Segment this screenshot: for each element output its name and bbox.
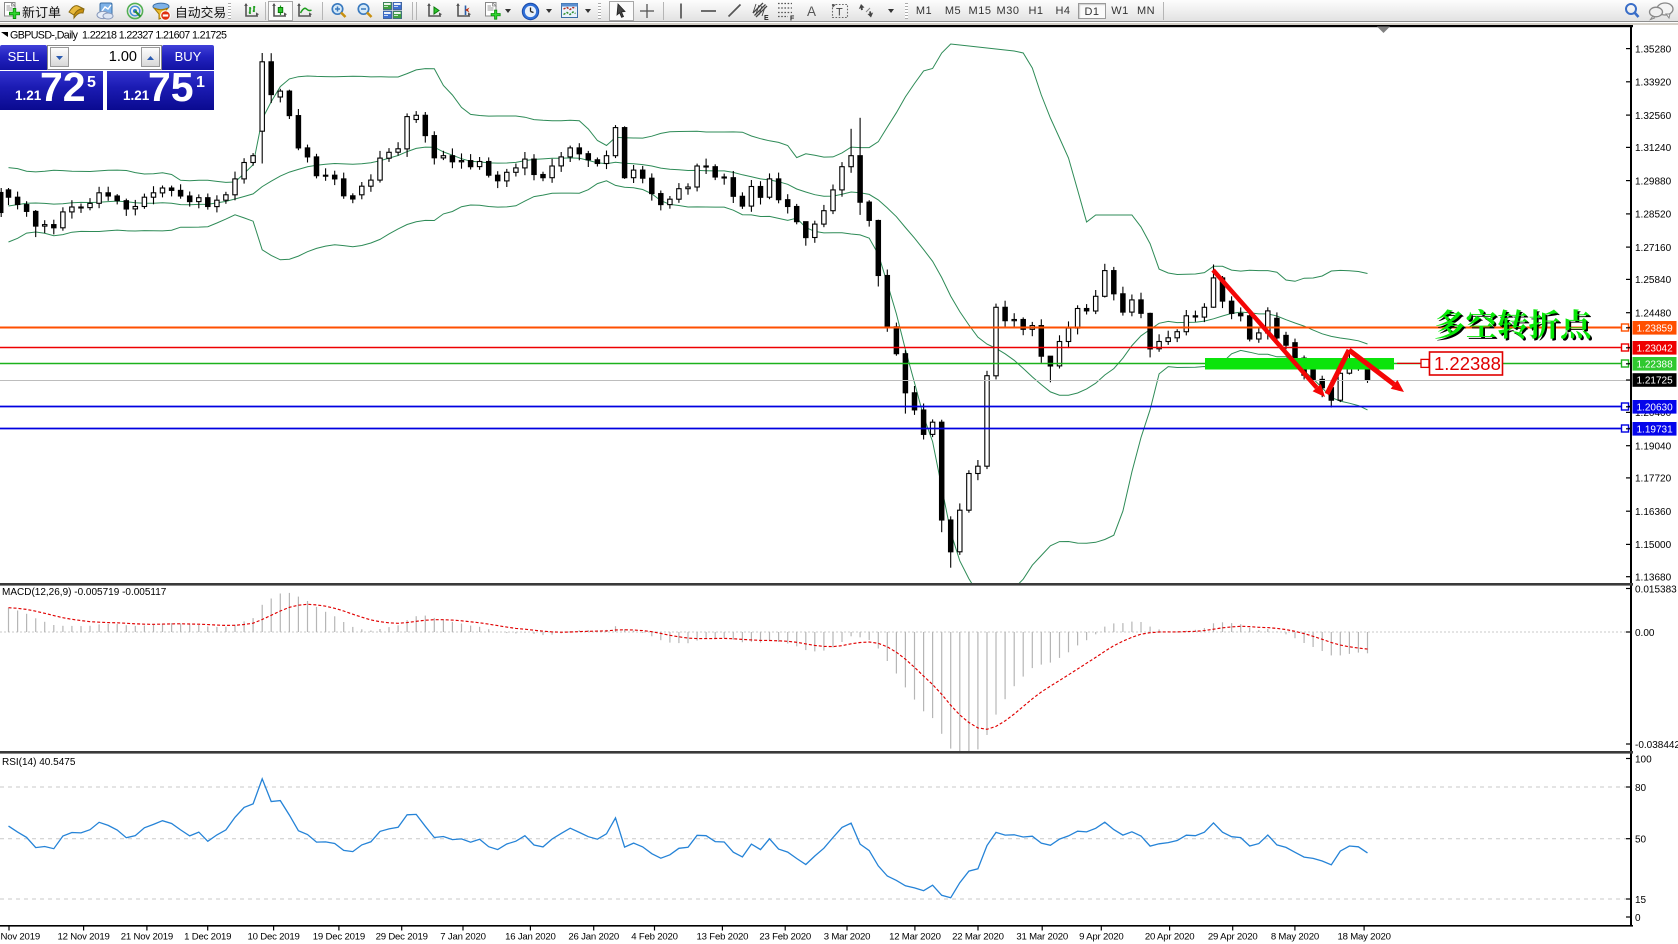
svg-text:1.23859: 1.23859 xyxy=(1637,323,1674,334)
svg-text:100: 100 xyxy=(1635,754,1652,765)
svg-text:4 Feb 2020: 4 Feb 2020 xyxy=(631,932,678,943)
svg-text:1.23042: 1.23042 xyxy=(1637,343,1674,354)
svg-text:-0.038442: -0.038442 xyxy=(1635,740,1678,751)
svg-text:31 Mar 2020: 31 Mar 2020 xyxy=(1016,932,1068,943)
svg-text:1.22388: 1.22388 xyxy=(1434,353,1501,374)
svg-text:1.19040: 1.19040 xyxy=(1635,442,1672,453)
svg-text:20 Apr 2020: 20 Apr 2020 xyxy=(1145,932,1195,943)
svg-text:1.31240: 1.31240 xyxy=(1635,143,1672,154)
svg-text:3 Mar 2020: 3 Mar 2020 xyxy=(824,932,871,943)
svg-text:50: 50 xyxy=(1635,835,1647,846)
svg-text:0.015383: 0.015383 xyxy=(1635,584,1677,595)
svg-text:12 Mar 2020: 12 Mar 2020 xyxy=(889,932,941,943)
svg-text:1.25840: 1.25840 xyxy=(1635,275,1672,286)
svg-text:1.32560: 1.32560 xyxy=(1635,111,1672,122)
svg-text:13 Feb 2020: 13 Feb 2020 xyxy=(697,932,749,943)
svg-text:1.29880: 1.29880 xyxy=(1635,176,1672,187)
svg-text:7 Jan 2020: 7 Jan 2020 xyxy=(440,932,485,943)
svg-text:1.33920: 1.33920 xyxy=(1635,78,1672,89)
svg-text:1 Dec 2019: 1 Dec 2019 xyxy=(184,932,231,943)
svg-text:T: T xyxy=(836,7,843,19)
svg-text:8 May 2020: 8 May 2020 xyxy=(1271,932,1319,943)
svg-text:22 Mar 2020: 22 Mar 2020 xyxy=(952,932,1004,943)
svg-text:1.27160: 1.27160 xyxy=(1635,243,1672,254)
svg-text:1.13680: 1.13680 xyxy=(1635,573,1672,584)
svg-text:F: F xyxy=(790,16,795,22)
svg-text:1.15000: 1.15000 xyxy=(1635,540,1672,551)
svg-text:MACD(12,26,9) -0.005719 -0.005: MACD(12,26,9) -0.005719 -0.005117 xyxy=(2,587,167,598)
svg-text:A: A xyxy=(807,4,816,19)
svg-text:9 Apr 2020: 9 Apr 2020 xyxy=(1079,932,1123,943)
svg-text:26 Jan 2020: 26 Jan 2020 xyxy=(568,932,619,943)
svg-text:29 Dec 2019: 29 Dec 2019 xyxy=(376,932,428,943)
svg-text:1.21725: 1.21725 xyxy=(1637,376,1674,387)
svg-text:29 Apr 2020: 29 Apr 2020 xyxy=(1208,932,1258,943)
svg-text:1.20400: 1.20400 xyxy=(1635,408,1672,419)
svg-text:18 May 2020: 18 May 2020 xyxy=(1337,932,1390,943)
svg-text:12 Nov 2019: 12 Nov 2019 xyxy=(57,932,109,943)
svg-text:15: 15 xyxy=(1635,895,1647,906)
svg-text:16 Jan 2020: 16 Jan 2020 xyxy=(505,932,556,943)
svg-text:E: E xyxy=(764,15,769,21)
svg-text:0: 0 xyxy=(1635,913,1641,924)
svg-text:RSI(14) 40.5475: RSI(14) 40.5475 xyxy=(2,757,76,768)
svg-text:80: 80 xyxy=(1635,783,1647,794)
svg-text:1.16360: 1.16360 xyxy=(1635,507,1672,518)
svg-text:1.24480: 1.24480 xyxy=(1635,309,1672,320)
svg-text:1.22388: 1.22388 xyxy=(1637,359,1674,370)
svg-text:1.19731: 1.19731 xyxy=(1637,424,1674,435)
svg-text:1.20630: 1.20630 xyxy=(1637,402,1674,413)
svg-text:GBPUSD-,Daily 1.22218 1.22327: GBPUSD-,Daily 1.22218 1.22327 1.21607 1.… xyxy=(10,30,227,42)
svg-text:10 Dec 2019: 10 Dec 2019 xyxy=(247,932,299,943)
svg-text:1.35280: 1.35280 xyxy=(1635,44,1672,55)
svg-text:0.00: 0.00 xyxy=(1635,628,1655,639)
svg-text:1.17720: 1.17720 xyxy=(1635,474,1672,485)
svg-text:1.28520: 1.28520 xyxy=(1635,210,1672,221)
svg-text:21 Nov 2019: 21 Nov 2019 xyxy=(121,932,173,943)
svg-text:19 Dec 2019: 19 Dec 2019 xyxy=(313,932,365,943)
svg-text:Nov 2019: Nov 2019 xyxy=(1,932,40,943)
svg-text:23 Feb 2020: 23 Feb 2020 xyxy=(759,932,811,943)
